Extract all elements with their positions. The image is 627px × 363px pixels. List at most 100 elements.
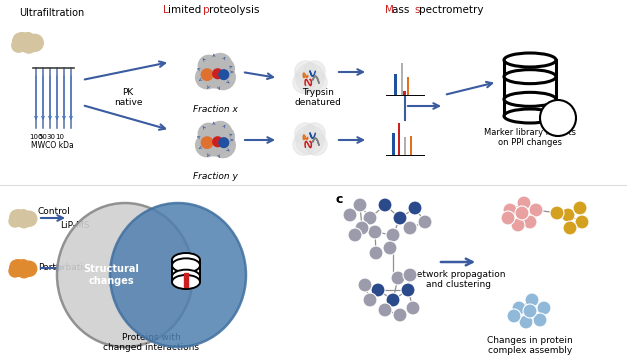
Bar bbox=[407, 77, 409, 95]
Bar bbox=[404, 91, 405, 95]
Text: Ultrafiltration: Ultrafiltration bbox=[19, 8, 85, 18]
Text: PK
native: PK native bbox=[113, 88, 142, 107]
Text: Perturbation: Perturbation bbox=[38, 264, 94, 273]
Text: Network propagation
and clustering: Network propagation and clustering bbox=[410, 270, 506, 289]
Circle shape bbox=[295, 61, 316, 82]
Circle shape bbox=[10, 210, 26, 226]
Circle shape bbox=[10, 260, 26, 276]
Text: Fraction x: Fraction x bbox=[192, 105, 238, 114]
Circle shape bbox=[215, 127, 234, 146]
Circle shape bbox=[303, 61, 325, 82]
Circle shape bbox=[9, 265, 21, 277]
Circle shape bbox=[573, 201, 587, 215]
Circle shape bbox=[18, 264, 31, 278]
Circle shape bbox=[550, 206, 564, 220]
Text: 100: 100 bbox=[29, 134, 43, 140]
Circle shape bbox=[403, 268, 417, 282]
Circle shape bbox=[391, 271, 405, 285]
Bar bbox=[401, 63, 403, 95]
Ellipse shape bbox=[504, 92, 556, 106]
Circle shape bbox=[512, 301, 526, 315]
Circle shape bbox=[199, 124, 231, 156]
Circle shape bbox=[519, 315, 533, 329]
Bar bbox=[184, 273, 188, 287]
Text: 10: 10 bbox=[56, 134, 65, 140]
Circle shape bbox=[215, 59, 234, 78]
Text: c: c bbox=[335, 193, 342, 206]
Circle shape bbox=[198, 123, 219, 144]
Text: pectrometry: pectrometry bbox=[419, 5, 484, 15]
Circle shape bbox=[211, 133, 235, 158]
Circle shape bbox=[386, 293, 400, 307]
Circle shape bbox=[523, 304, 537, 318]
Circle shape bbox=[378, 198, 392, 212]
Circle shape bbox=[295, 123, 316, 144]
Text: 30: 30 bbox=[46, 134, 56, 140]
Circle shape bbox=[408, 201, 422, 215]
Circle shape bbox=[18, 210, 29, 222]
Circle shape bbox=[21, 38, 36, 53]
Bar bbox=[556, 112, 559, 128]
Circle shape bbox=[368, 225, 382, 239]
Circle shape bbox=[293, 134, 315, 155]
Text: Trypsin
denatured: Trypsin denatured bbox=[295, 88, 342, 107]
Circle shape bbox=[209, 122, 232, 144]
Circle shape bbox=[355, 221, 369, 235]
Circle shape bbox=[293, 72, 315, 93]
Circle shape bbox=[9, 215, 21, 227]
Circle shape bbox=[371, 283, 385, 297]
Circle shape bbox=[386, 228, 400, 242]
Circle shape bbox=[369, 246, 383, 260]
Ellipse shape bbox=[172, 258, 200, 272]
Circle shape bbox=[295, 64, 324, 93]
Bar bbox=[562, 120, 566, 128]
Circle shape bbox=[537, 301, 551, 315]
Bar bbox=[504, 60, 556, 116]
Circle shape bbox=[211, 65, 235, 90]
Circle shape bbox=[348, 228, 362, 242]
Circle shape bbox=[22, 211, 37, 226]
Circle shape bbox=[353, 198, 367, 212]
Text: Proteins with
changed interactions: Proteins with changed interactions bbox=[103, 333, 199, 352]
Circle shape bbox=[26, 34, 43, 51]
Ellipse shape bbox=[172, 253, 200, 267]
Circle shape bbox=[529, 203, 543, 217]
Circle shape bbox=[363, 211, 377, 225]
Circle shape bbox=[14, 33, 26, 45]
Ellipse shape bbox=[504, 109, 556, 123]
Bar bbox=[409, 136, 412, 155]
Circle shape bbox=[575, 215, 589, 229]
Circle shape bbox=[295, 126, 324, 154]
Bar bbox=[393, 132, 395, 155]
Circle shape bbox=[13, 33, 31, 51]
Ellipse shape bbox=[172, 275, 200, 289]
Circle shape bbox=[403, 221, 417, 235]
Text: ass: ass bbox=[393, 5, 413, 15]
Circle shape bbox=[406, 301, 420, 315]
Circle shape bbox=[18, 260, 29, 272]
Circle shape bbox=[540, 100, 576, 136]
Text: 50: 50 bbox=[39, 134, 48, 140]
Circle shape bbox=[523, 215, 537, 229]
Circle shape bbox=[343, 208, 357, 222]
Circle shape bbox=[383, 241, 397, 255]
Bar bbox=[404, 138, 406, 155]
Circle shape bbox=[393, 308, 407, 322]
Circle shape bbox=[12, 38, 26, 52]
Circle shape bbox=[305, 72, 327, 93]
Circle shape bbox=[18, 214, 31, 228]
Bar bbox=[550, 118, 553, 128]
Circle shape bbox=[213, 137, 223, 147]
Circle shape bbox=[209, 53, 232, 76]
Text: M: M bbox=[385, 5, 394, 15]
Ellipse shape bbox=[172, 270, 200, 284]
Circle shape bbox=[199, 56, 231, 88]
Ellipse shape bbox=[110, 203, 246, 347]
Text: L: L bbox=[163, 5, 169, 15]
Text: Structural
changes: Structural changes bbox=[83, 264, 139, 286]
Circle shape bbox=[219, 138, 229, 147]
Circle shape bbox=[533, 313, 547, 327]
Circle shape bbox=[393, 211, 407, 225]
Text: s: s bbox=[414, 5, 419, 15]
Text: Changes in protein
complex assembly: Changes in protein complex assembly bbox=[487, 336, 573, 355]
